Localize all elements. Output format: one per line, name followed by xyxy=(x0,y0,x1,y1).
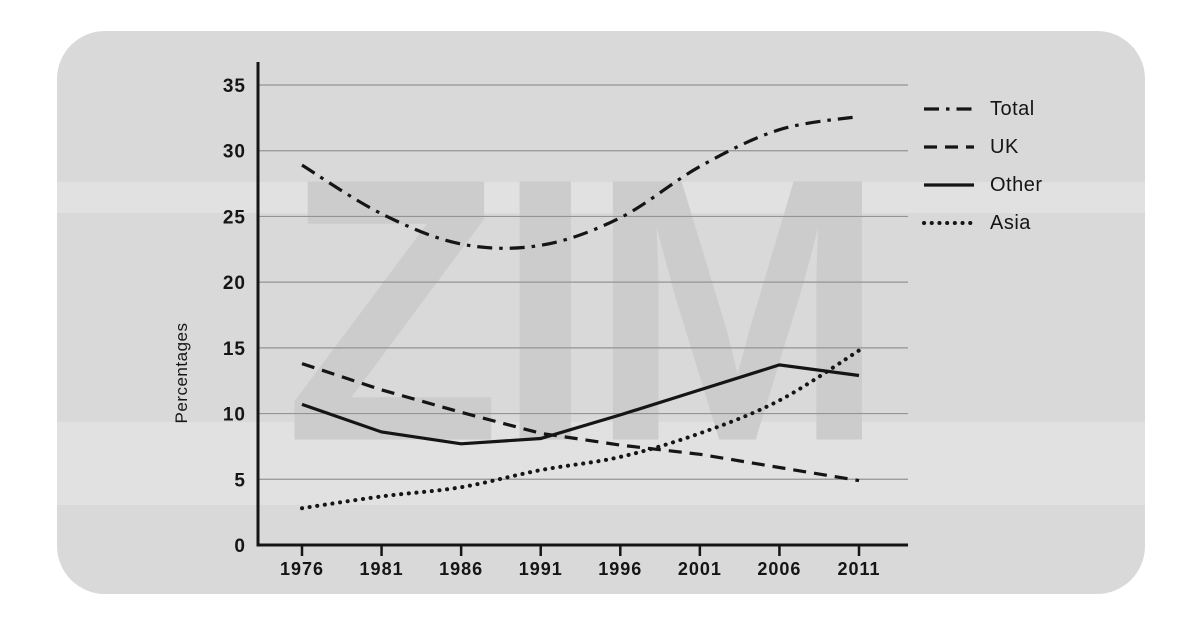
legend-item-asia: Asia xyxy=(922,204,1043,242)
y-tick-label-15: 15 xyxy=(223,339,246,360)
legend-label-asia: Asia xyxy=(990,211,1031,234)
chart-card: ZIM xyxy=(57,31,1145,594)
y-tick-label-5: 5 xyxy=(234,470,246,491)
legend-item-total: Total xyxy=(922,90,1043,128)
y-axis-title: Percentages xyxy=(172,322,191,424)
series-line-uk xyxy=(301,362,860,483)
legend-item-uk: UK xyxy=(922,128,1043,166)
series-line-other xyxy=(301,363,860,446)
legend-label-uk: UK xyxy=(990,135,1019,158)
x-tick-label-2006: 2006 xyxy=(757,559,801,579)
y-tick-label-30: 30 xyxy=(223,142,246,163)
x-tick-label-2011: 2011 xyxy=(837,559,880,579)
y-tick-label-25: 25 xyxy=(223,207,246,228)
series-line-asia xyxy=(300,348,861,511)
x-tick-label-2001: 2001 xyxy=(678,559,722,579)
chart-legend: Total UK Other Asia xyxy=(922,90,1043,242)
y-tick-label-10: 10 xyxy=(223,405,246,426)
y-tick-label-0: 0 xyxy=(234,536,246,557)
legend-swatch-dashed-icon xyxy=(924,145,974,149)
legend-label-other: Other xyxy=(990,173,1043,196)
watermark-band-bottom xyxy=(57,422,1145,505)
legend-swatch-dotted-icon xyxy=(922,221,976,225)
y-tick-label-35: 35 xyxy=(223,76,246,97)
y-tick-label-20: 20 xyxy=(223,273,246,294)
legend-swatch-solid-icon xyxy=(924,183,974,187)
x-tick-label-1976: 1976 xyxy=(280,559,324,579)
watermark-band-top xyxy=(57,182,1145,213)
x-tick-label-1991: 1991 xyxy=(519,559,563,579)
legend-swatch-dashdot-icon xyxy=(924,107,974,111)
series-line-total xyxy=(301,114,860,250)
watermark-zim-logo: ZIM xyxy=(283,101,886,520)
legend-item-other: Other xyxy=(922,166,1043,204)
legend-label-total: Total xyxy=(990,97,1035,120)
x-tick-label-1981: 1981 xyxy=(360,559,404,579)
x-tick-label-1986: 1986 xyxy=(439,559,483,579)
x-tick-label-1996: 1996 xyxy=(598,559,642,579)
